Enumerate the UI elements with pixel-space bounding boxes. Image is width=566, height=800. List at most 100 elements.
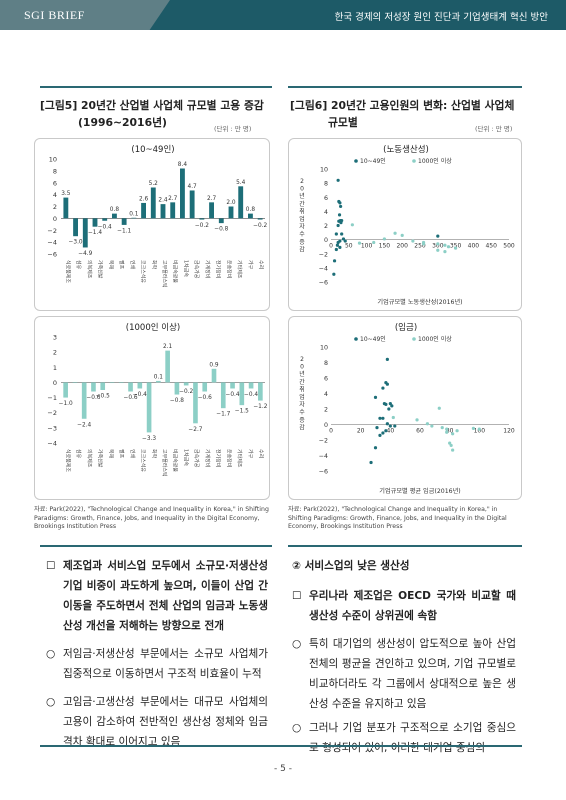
- y-tick-label: 0: [324, 237, 328, 244]
- legend-marker: [412, 337, 416, 341]
- scatter-point: [445, 427, 449, 431]
- data-label: −3.3: [142, 436, 156, 442]
- y-tick-label: 2: [53, 203, 57, 211]
- scatter-point: [336, 223, 340, 228]
- bottom-rule: [40, 745, 522, 747]
- scatter-point: [387, 407, 391, 411]
- scatter-point: [415, 418, 419, 422]
- scatter-point: [357, 241, 362, 245]
- bar: [248, 382, 254, 389]
- category-label: 가구: [247, 449, 254, 459]
- data-label: 0.1: [129, 211, 139, 217]
- scatter-point: [449, 443, 453, 448]
- bar: [131, 217, 137, 219]
- x-tick-label: 150: [379, 243, 391, 250]
- circle-bullet-icon: ○: [46, 648, 56, 660]
- source-note-left: 자료: Park(2022), "Technological Change an…: [34, 506, 269, 530]
- data-label: −0.2: [195, 223, 209, 229]
- bar: [100, 382, 106, 390]
- bar: [128, 382, 133, 392]
- data-label: 5.2: [149, 181, 159, 187]
- data-label: −0.4: [98, 224, 112, 230]
- y-tick-label: 8: [324, 360, 328, 367]
- figure5-title-line1: [그림5] 20년간 산업별 사업체 규모별 고용 증감: [40, 99, 264, 112]
- category-label: 코크스석유: [140, 449, 147, 472]
- y-axis-label-char: 간: [299, 200, 305, 208]
- category-label: 목재: [107, 260, 114, 270]
- x-tick-label: 50: [345, 243, 353, 250]
- scatter-point: [338, 245, 342, 249]
- data-label: −0.4: [226, 392, 240, 398]
- legend-label: 1000인 이상: [418, 157, 452, 165]
- left-content-rule: [40, 545, 272, 547]
- y-axis-label-char: 업: [299, 393, 305, 401]
- category-label: 목재: [107, 449, 114, 459]
- category-label: 고무플라스틱: [161, 260, 168, 288]
- category-label: 의복제조: [86, 449, 93, 468]
- y-tick-label: −3: [47, 424, 57, 432]
- bar: [257, 218, 263, 220]
- y-tick-label: 10: [320, 345, 328, 352]
- bar: [118, 382, 124, 384]
- bar: [72, 382, 78, 384]
- scatter-point: [369, 460, 373, 465]
- data-label: −0.4: [133, 392, 147, 398]
- x-tick-label: 350: [450, 243, 462, 250]
- scatter-point: [384, 429, 388, 433]
- x-tick-label: 100: [474, 428, 486, 435]
- data-label: 2.4: [158, 198, 168, 204]
- right-column: ② 서비스업의 낮은 생산성 ☐ 우리나라 제조업은 OECD 국가와 비교할 …: [292, 556, 516, 758]
- data-label: 2.1: [163, 344, 173, 350]
- category-label: 1차금속: [182, 260, 189, 277]
- data-label: −1.0: [59, 401, 73, 407]
- y-axis-label-char: 년: [299, 370, 305, 378]
- y-tick-label: −6: [47, 251, 57, 259]
- bar: [92, 218, 98, 227]
- figure5-title: [그림5] 20년간 산업별 사업체 규모별 고용 증감 (1996~2016년…: [40, 97, 264, 131]
- bar: [218, 218, 224, 224]
- data-label: −1.2: [253, 404, 267, 410]
- bar: [238, 186, 244, 219]
- x-tick-label: 120: [503, 428, 515, 435]
- right-item-2: ○ 그러나 기업 분포가 구조적으로 소기업 중심으로 형성되어 있어, 이러한…: [292, 718, 516, 758]
- scatter-point: [339, 221, 343, 225]
- scatter-point: [337, 213, 342, 217]
- x-tick-label: 250: [414, 243, 426, 250]
- bar: [202, 382, 208, 392]
- category-label: 수리: [258, 449, 265, 458]
- category-label: 비금속광물: [172, 449, 179, 472]
- y-tick-label: −4: [319, 265, 328, 272]
- data-label: −3.0: [69, 240, 83, 246]
- y-axis-label-char: 감: [299, 246, 305, 253]
- category-label: 금속가공: [193, 260, 200, 279]
- category-label: 운송장비: [225, 449, 232, 467]
- left-item-1-text: 저임금·저생산성 부문에서는 소규모 사업체가 집중적으로 이동하면서 구조적 …: [63, 648, 268, 680]
- data-label: 2.7: [168, 196, 178, 202]
- bar: [239, 382, 245, 406]
- legend-marker: [354, 159, 358, 163]
- scatter-point: [334, 247, 338, 252]
- y-tick-label: −4: [319, 453, 328, 460]
- scatter-point: [388, 424, 392, 428]
- y-tick-label: −6: [319, 469, 328, 476]
- bar: [165, 350, 170, 383]
- scatter-point: [393, 231, 397, 235]
- right-item-1-text: 특히 대기업의 생산성이 압도적으로 높아 산업 전체의 평균을 견인하고 있으…: [309, 638, 516, 710]
- y-tick-label: 0: [324, 422, 328, 429]
- category-label: 펄프: [118, 449, 125, 459]
- legend-marker: [354, 337, 358, 341]
- scatter-point: [388, 401, 392, 406]
- x-tick-label: 400: [468, 243, 480, 250]
- y-axis-label-char: 증: [299, 417, 305, 424]
- x-tick-label: 300: [432, 243, 444, 250]
- bar: [63, 197, 69, 219]
- y-tick-label: −2: [319, 251, 328, 258]
- chart-productivity-scatter: (노동생산성) 10~49인 1000인 이상 10 8 6 4 2 0 −2 −4 −6 0 50 100…: [288, 138, 522, 311]
- left-item-2-text: 고임금·고생산성 부문에서는 대규모 사업체의 고용이 감소하여 전반적인 생산…: [63, 696, 268, 748]
- y-tick-label: 4: [324, 391, 328, 398]
- data-label: −1.5: [235, 409, 249, 415]
- scatter-point: [332, 272, 336, 276]
- bar: [228, 206, 234, 219]
- bar: [73, 218, 78, 237]
- scatter-point: [446, 245, 451, 249]
